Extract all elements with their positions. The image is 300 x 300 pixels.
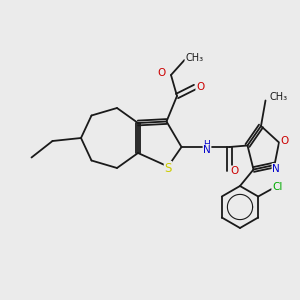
Text: S: S (164, 161, 172, 175)
Text: Cl: Cl (272, 182, 282, 193)
Text: N: N (203, 145, 211, 155)
Text: O: O (280, 136, 289, 146)
Text: CH₃: CH₃ (185, 52, 203, 63)
Text: H: H (204, 140, 210, 149)
Text: CH₃: CH₃ (269, 92, 287, 103)
Text: O: O (196, 82, 204, 92)
Text: O: O (230, 166, 238, 176)
Text: N: N (272, 164, 280, 174)
Text: O: O (158, 68, 166, 79)
